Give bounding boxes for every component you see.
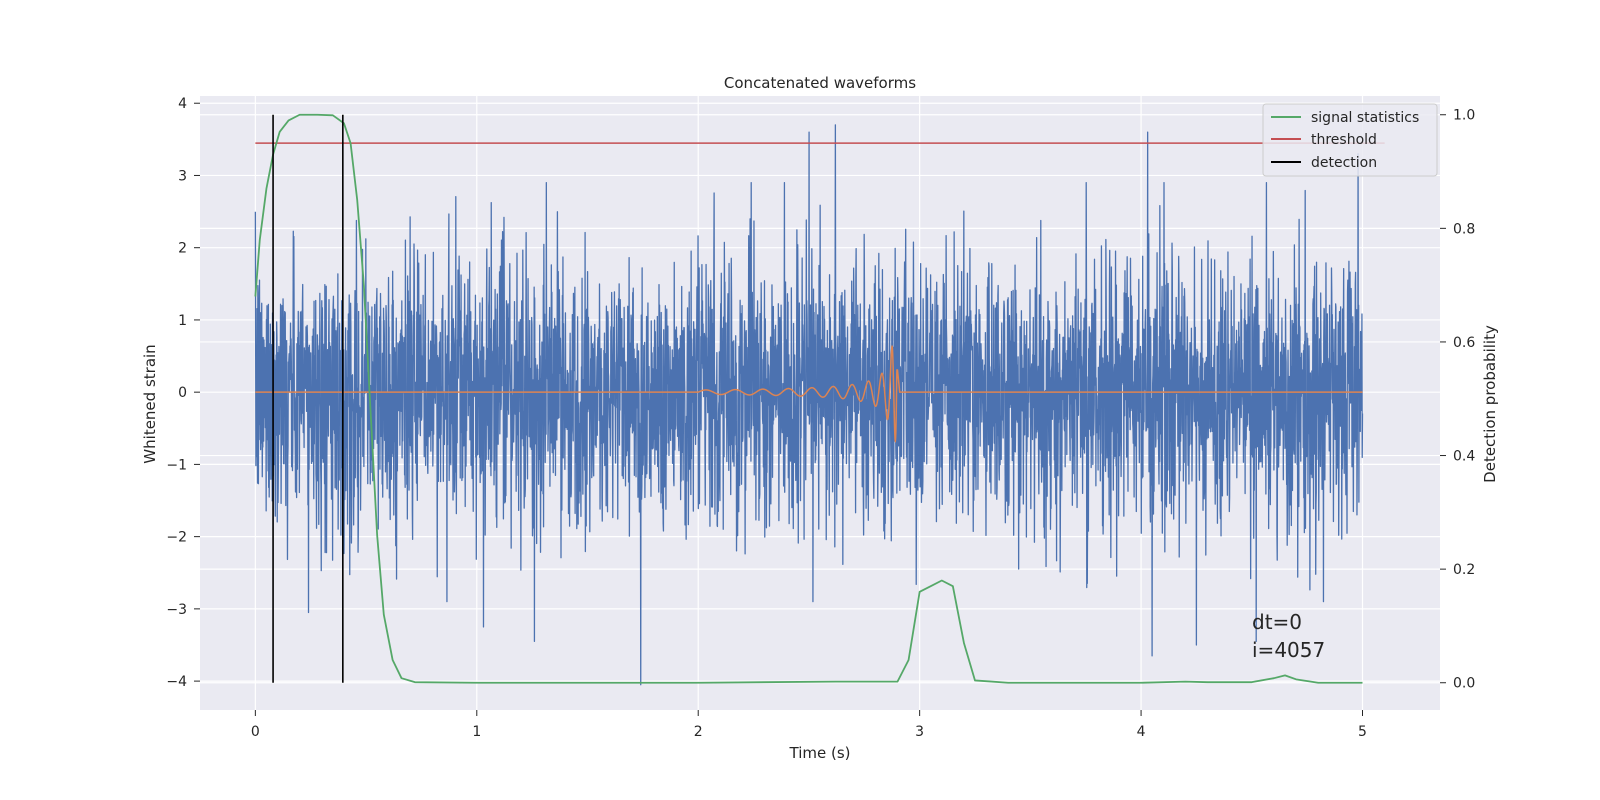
left-tick-label: −4: [166, 674, 187, 690]
x-tick-label: 2: [694, 724, 703, 740]
left-tick-label: 3: [178, 168, 187, 184]
legend-box: [1262, 103, 1438, 177]
right-y-axis-label: Detection probability: [1481, 325, 1499, 483]
left-y-axis: −4 −3 −2 −1 0 1 2 3 4: [166, 96, 200, 690]
annotation-dt: dt=0: [1252, 610, 1302, 634]
series-signal-statistics-line: [254, 113, 1363, 684]
x-axis: 0 1 2 3 4 5: [251, 710, 1367, 740]
legend-label-detection: detection: [1311, 155, 1377, 171]
chart-title: Concatenated waveforms: [724, 74, 916, 92]
x-axis-label: Time (s): [789, 744, 851, 762]
left-tick-label: −1: [166, 457, 187, 473]
left-tick-label: −3: [166, 602, 187, 618]
right-tick-label: 0.2: [1453, 562, 1475, 578]
annotations: dt=0 i=4057: [1252, 610, 1325, 662]
left-tick-label: 0: [178, 385, 187, 401]
x-tick-label: 3: [915, 724, 924, 740]
legend-label-threshold: threshold: [1311, 132, 1377, 148]
left-tick-label: −2: [166, 530, 187, 546]
legend-label-signal-statistics: signal statistics: [1311, 110, 1419, 126]
series-chirp-line: [255, 344, 1363, 443]
x-tick-label: 0: [251, 724, 260, 740]
x-tick-label: 4: [1137, 724, 1146, 740]
left-tick-label: 4: [178, 96, 187, 112]
legend: signal statistics threshold detection: [1262, 103, 1438, 177]
right-tick-label: 1.0: [1453, 108, 1475, 124]
annotation-index: i=4057: [1252, 638, 1325, 662]
left-tick-label: 1: [178, 313, 187, 329]
right-tick-label: 0.6: [1453, 335, 1475, 351]
right-tick-label: 0.0: [1453, 676, 1475, 692]
y-axis-label: Whitened strain: [141, 344, 159, 463]
left-tick-label: 2: [178, 241, 187, 257]
series-layer: [254, 113, 1385, 686]
right-y-axis: 0.0 0.2 0.4 0.6 0.8 1.0: [1440, 108, 1475, 692]
x-tick-label: 1: [472, 724, 481, 740]
right-tick-label: 0.4: [1453, 449, 1475, 465]
right-tick-label: 0.8: [1453, 221, 1475, 237]
x-tick-label: 5: [1358, 724, 1367, 740]
